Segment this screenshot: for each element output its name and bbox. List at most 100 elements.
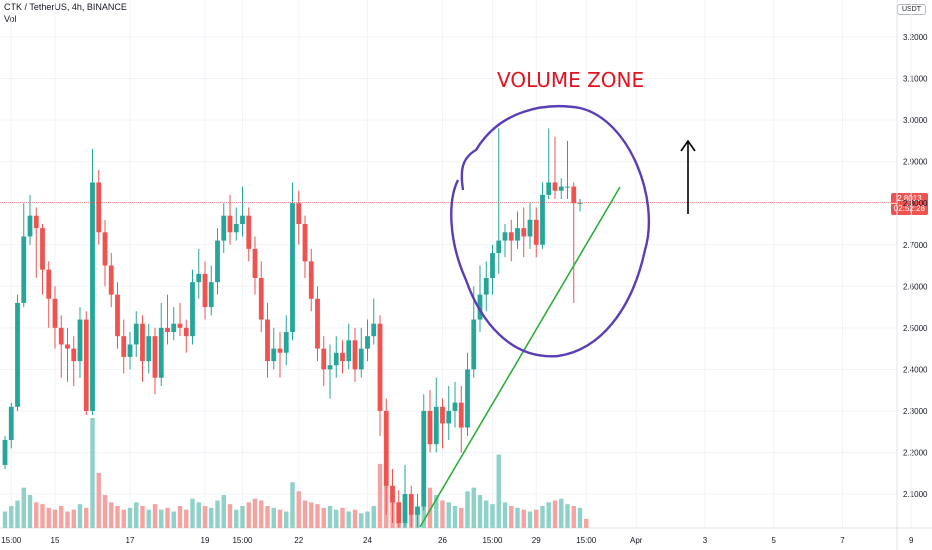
volume-bar	[2, 511, 8, 528]
volume-bar	[115, 506, 120, 528]
volume-bar	[465, 491, 470, 528]
volume-bar	[84, 507, 89, 528]
candle-body	[290, 203, 295, 333]
volume-bar	[240, 506, 245, 528]
volume-bar	[159, 509, 164, 528]
candle-body	[108, 265, 114, 295]
candle-body	[527, 219, 533, 237]
volume-bar	[265, 506, 270, 528]
candle-body	[533, 219, 539, 245]
volume-bar	[446, 502, 451, 528]
candle-body	[65, 344, 70, 349]
volume-bar	[371, 506, 376, 528]
volume-bar	[377, 463, 383, 528]
volume-bar	[15, 500, 20, 528]
x-tick-label: 9	[909, 536, 914, 545]
volume-bar	[234, 509, 239, 528]
candle-body	[296, 203, 302, 224]
candle-body	[333, 352, 339, 366]
volume-bar	[365, 511, 370, 528]
candle-body	[540, 194, 545, 245]
candle-body	[158, 327, 164, 378]
candle-body	[471, 319, 477, 370]
volume-bar	[46, 507, 51, 528]
x-tick-label: 17	[126, 536, 135, 545]
volume-bar	[559, 498, 564, 528]
volume-bar	[321, 507, 326, 528]
volume-bar	[246, 502, 251, 528]
y-tick-label: 2.9000	[903, 158, 928, 167]
volume-bar	[534, 509, 539, 528]
candle-body	[190, 282, 195, 337]
candle-body	[346, 340, 352, 362]
candle-body	[396, 502, 402, 524]
y-tick-label: 3.0000	[903, 116, 928, 125]
volume-bar	[459, 507, 464, 528]
volume-bar	[271, 507, 276, 528]
x-tick-label: 15:00	[576, 536, 597, 545]
volume-bar	[21, 487, 26, 528]
candle-body	[196, 273, 202, 283]
candle-body	[33, 215, 39, 229]
volume-indicator-label[interactable]: Vol	[4, 14, 17, 24]
candle-body	[8, 406, 14, 441]
candle-body	[402, 494, 408, 524]
candle-body	[140, 323, 145, 362]
candle-body	[365, 336, 370, 349]
candle-body	[40, 228, 45, 270]
candle-body	[340, 352, 345, 362]
candle-body	[571, 186, 577, 204]
y-tick-label: 3.1000	[903, 75, 928, 84]
volume-bar	[340, 507, 345, 528]
candle-body	[446, 410, 452, 424]
candle-body	[546, 182, 552, 195]
candle-body	[502, 232, 508, 241]
volume-bar	[477, 495, 483, 528]
x-tick-label: 19	[201, 536, 210, 545]
volume-bar	[59, 506, 64, 528]
x-tick-label: 3	[703, 536, 708, 545]
candle-body	[415, 506, 420, 515]
candle-body	[515, 228, 520, 241]
candle-body	[321, 348, 327, 370]
volume-bar	[90, 418, 95, 528]
candle-body	[46, 269, 52, 299]
candle-body	[496, 240, 502, 254]
candle-body	[283, 332, 289, 353]
candle-body	[277, 348, 283, 353]
volume-bar	[71, 509, 76, 528]
volume-bar	[334, 509, 339, 528]
candle-body	[258, 277, 264, 320]
y-tick-label: 2.1000	[903, 490, 928, 499]
volume-bar	[284, 511, 289, 528]
volume-bar	[352, 509, 358, 528]
candle-body	[390, 485, 395, 503]
volume-bar	[346, 511, 351, 528]
volume-bar	[434, 495, 439, 528]
candle-body	[421, 410, 427, 507]
x-tick-label: 24	[363, 536, 372, 545]
x-tick-label: 29	[532, 536, 541, 545]
volume-bar	[490, 504, 495, 528]
volume-bar	[52, 509, 58, 528]
x-tick-label: 15	[51, 536, 60, 545]
y-tick-label: 2.7000	[903, 241, 928, 250]
x-tick-label: 22	[294, 536, 303, 545]
candle-body	[490, 253, 495, 278]
volume-bar	[227, 504, 233, 528]
candle-body	[146, 336, 152, 362]
volume-bar	[302, 500, 308, 528]
volume-bar	[577, 507, 583, 528]
y-tick-label: 3.2000	[903, 33, 928, 42]
volume-bar	[565, 504, 570, 528]
candle-body	[433, 406, 439, 445]
candle-body	[221, 215, 227, 241]
candle-body	[352, 340, 358, 370]
symbol-title[interactable]: CTK / TetherUS, 4h, BINANCE	[4, 2, 127, 12]
volume-bar	[177, 506, 183, 528]
volume-bar	[502, 502, 508, 528]
volume-bar	[509, 506, 514, 528]
candle-body	[121, 336, 127, 357]
x-tick-label: 7	[840, 536, 845, 545]
